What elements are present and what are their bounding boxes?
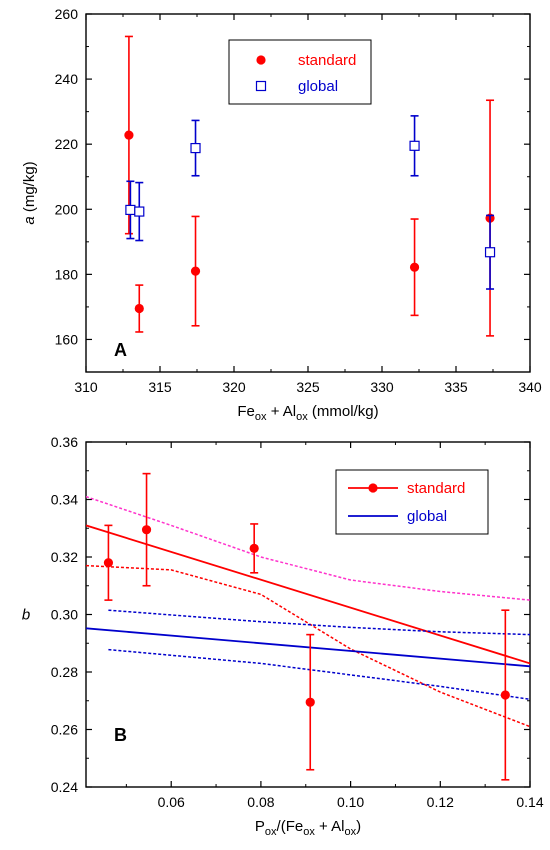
x-tick-label: 335 bbox=[444, 379, 468, 395]
x-tick-label: 0.06 bbox=[158, 794, 185, 810]
x-axis-label-sub: ox bbox=[255, 411, 267, 423]
data-point bbox=[409, 262, 420, 272]
y-tick-label: 0.32 bbox=[51, 549, 78, 565]
x-tick-label: 0.10 bbox=[337, 794, 364, 810]
x-tick-label: 330 bbox=[370, 379, 394, 395]
x-tick-label: 310 bbox=[74, 379, 98, 395]
data-point bbox=[124, 130, 134, 140]
data-point bbox=[500, 690, 510, 700]
legend-label: standard bbox=[298, 52, 356, 69]
fit-line bbox=[86, 524, 530, 665]
x-axis-label-part: Fe bbox=[237, 403, 255, 420]
x-tick-label: 315 bbox=[148, 379, 172, 395]
legend: standard global bbox=[228, 39, 372, 105]
y-tick-label: 200 bbox=[55, 201, 79, 217]
data-point bbox=[103, 558, 114, 568]
x-axis-label-part: + Al bbox=[315, 818, 345, 835]
confidence-band-upper bbox=[86, 495, 530, 601]
plot-area bbox=[86, 495, 530, 728]
x-tick-label: 320 bbox=[222, 379, 246, 395]
fit-line bbox=[86, 627, 530, 668]
series-standard bbox=[124, 35, 495, 337]
y-tick-label: 0.24 bbox=[51, 779, 78, 795]
x-tick-label: 0.14 bbox=[516, 794, 543, 810]
series-standard-points bbox=[103, 472, 510, 781]
y-axis-label: b bbox=[22, 607, 30, 624]
legend-box bbox=[335, 469, 489, 535]
legend-marker bbox=[368, 483, 378, 493]
y-tick-label: 240 bbox=[55, 71, 79, 87]
x-axis-label-sub: ox bbox=[303, 826, 315, 838]
confidence-band-lower bbox=[86, 564, 530, 728]
data-point bbox=[249, 543, 259, 553]
y-axis-label-italic: a bbox=[21, 216, 38, 224]
legend-label: global bbox=[298, 78, 338, 95]
legend-marker bbox=[256, 55, 266, 65]
data-point bbox=[190, 142, 201, 154]
y-tick-label: 220 bbox=[55, 136, 79, 152]
data-point bbox=[141, 525, 152, 535]
data-point bbox=[134, 206, 145, 217]
y-tick-label: 0.30 bbox=[51, 607, 78, 623]
panel-b-chart: 0.06 0.08 0.10 0.12 0.14 0.24 0.26 0.28 0.30 0.32… bbox=[22, 434, 544, 838]
legend-box bbox=[228, 39, 372, 105]
x-axis-label-sub: ox bbox=[296, 411, 308, 423]
y-tick-label: 180 bbox=[55, 266, 79, 282]
series-global bbox=[86, 609, 530, 701]
y-tick-label: 0.28 bbox=[51, 664, 78, 680]
data-point bbox=[409, 140, 420, 151]
x-axis-label-part: + Al bbox=[267, 403, 297, 420]
confidence-band-lower bbox=[108, 648, 530, 701]
y-tick-label: 0.34 bbox=[51, 492, 78, 508]
y-axis-label-italic: b bbox=[22, 607, 30, 624]
legend: standard global bbox=[335, 469, 489, 535]
y-tick-label: 260 bbox=[55, 6, 79, 22]
x-axis-label: Pox/(Feox + Alox) bbox=[255, 818, 361, 838]
legend-label: standard bbox=[407, 480, 465, 497]
y-tick-label: 0.36 bbox=[51, 434, 78, 450]
y-axis-label-part: (mg/kg) bbox=[21, 161, 38, 216]
data-point bbox=[484, 247, 496, 258]
y-tick-label: 160 bbox=[55, 331, 79, 347]
legend-marker bbox=[255, 80, 267, 92]
x-tick-label: 0.12 bbox=[427, 794, 454, 810]
x-axis-label-part: (mmol/kg) bbox=[308, 403, 379, 420]
confidence-band-upper bbox=[108, 609, 530, 636]
x-axis-label-sub: ox bbox=[265, 826, 277, 838]
y-axis-label: a (mg/kg) bbox=[21, 161, 38, 224]
series-standard bbox=[86, 495, 530, 728]
y-tick-label: 0.26 bbox=[51, 722, 78, 738]
x-tick-label: 0.08 bbox=[247, 794, 274, 810]
x-axis-label-part: /(Fe bbox=[277, 818, 304, 835]
x-axis-label: Feox + Alox (mmol/kg) bbox=[237, 403, 378, 423]
x-tick-label: 325 bbox=[296, 379, 320, 395]
x-axis-label-part: ) bbox=[356, 818, 361, 835]
data-point bbox=[125, 204, 136, 216]
panel-a-chart: 310 315 320 325 330 335 340 160 180 200 220 240 260 F… bbox=[21, 6, 542, 423]
x-axis-label-sub: ox bbox=[344, 826, 356, 838]
data-point bbox=[134, 303, 144, 314]
data-point bbox=[190, 266, 201, 276]
x-tick-label: 340 bbox=[518, 379, 542, 395]
panel-label: A bbox=[114, 340, 127, 360]
panel-label: B bbox=[114, 725, 127, 745]
x-axis-label-part: P bbox=[255, 818, 265, 835]
legend-label: global bbox=[407, 508, 447, 525]
data-point bbox=[305, 697, 315, 707]
series-global bbox=[125, 115, 496, 290]
